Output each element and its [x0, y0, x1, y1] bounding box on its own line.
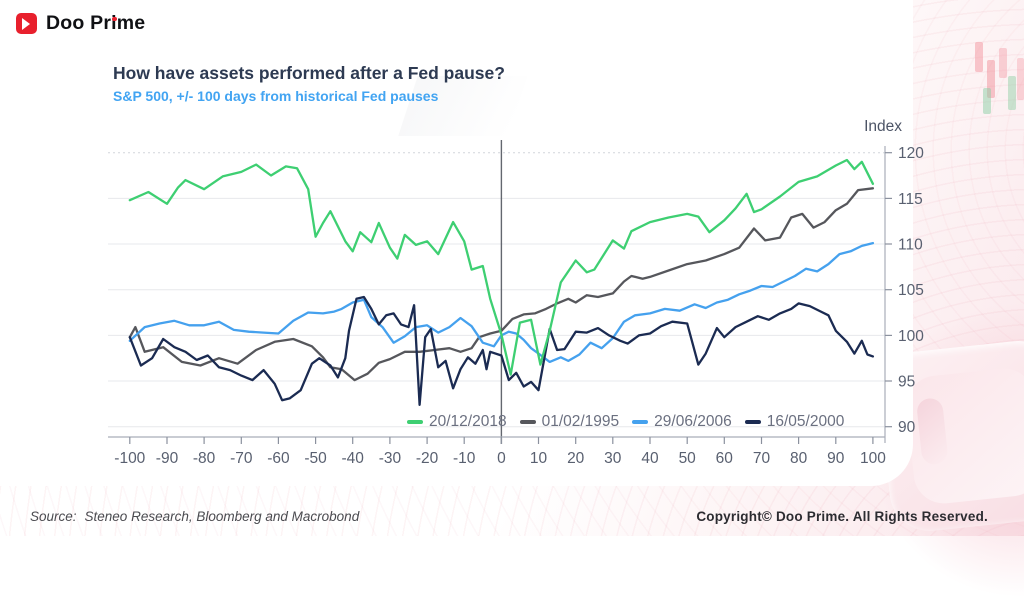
chart-legend: 20/12/2018 01/02/1995 29/06/2006 16/05/2000	[407, 413, 844, 431]
legend-item-16-05-2000: 16/05/2000	[744, 413, 845, 431]
logo-i-dot-decoration	[112, 16, 117, 21]
candlestick-decoration	[983, 88, 991, 114]
x-tick-label: 60	[716, 450, 734, 467]
candlestick-decoration	[987, 60, 995, 98]
series-line-16-05-2000	[128, 295, 875, 406]
chart-subtitle: S&P 500, +/- 100 days from historical Fe…	[113, 88, 439, 104]
x-tick-label: -10	[453, 450, 476, 467]
y-tick-label: 115	[898, 191, 923, 208]
series-line-01-02-1995	[128, 187, 875, 382]
legend-item-01-02-1995: 01/02/1995	[519, 413, 620, 431]
candlestick-decoration	[1017, 58, 1024, 100]
y-tick-label: 105	[898, 282, 924, 299]
x-tick-label: -60	[267, 450, 290, 467]
x-tick-label: 50	[679, 450, 697, 467]
line-chart: -100 -90 -80 -70 -60 -50 -40 -30 -20 -10 0 10 20 30 40…	[108, 140, 924, 467]
legend-label: 01/02/1995	[541, 413, 620, 430]
x-tick-label: -100	[114, 450, 145, 467]
y-tick-label: 120	[898, 145, 924, 162]
x-tick-label: -40	[341, 450, 364, 467]
x-tick-label: 70	[753, 450, 771, 467]
candlestick-decoration	[999, 48, 1007, 78]
legend-label: 16/05/2000	[766, 413, 845, 430]
series-line-29-06-2006	[128, 241, 875, 364]
x-tick-label: 20	[567, 450, 585, 467]
y-axis: 90 95 100 105 110 115 120	[884, 145, 924, 443]
chart-card	[0, 0, 913, 486]
legend-marker-icon	[632, 420, 649, 424]
source-note: Source: Steneo Research, Bloomberg and Ma…	[30, 509, 359, 524]
y-tick-label: 100	[898, 328, 924, 345]
doo-prime-logo-icon	[16, 13, 37, 34]
legend-label: 29/06/2006	[654, 413, 732, 430]
doo-prime-logo: Doo Prime	[16, 12, 145, 35]
source-label: Source:	[30, 509, 77, 524]
legend-item-29-06-2006: 29/06/2006	[632, 413, 732, 431]
x-tick-label: -80	[193, 450, 216, 467]
y-tick-label: 110	[898, 237, 923, 254]
gridlines	[108, 152, 885, 428]
x-tick-label: 100	[860, 450, 886, 467]
candlestick-decoration	[975, 42, 983, 72]
source-text: Steneo Research, Bloomberg and Macrobond	[84, 509, 360, 524]
x-tick-label: 30	[604, 450, 622, 467]
candlestick-decoration	[1008, 76, 1016, 110]
legend-item-20-12-2018: 20/12/2018	[407, 413, 507, 431]
copyright-note: Copyright© Doo Prime. All Rights Reserve…	[696, 509, 988, 524]
x-tick-label: -50	[304, 450, 327, 467]
y-tick-label: 95	[898, 374, 915, 391]
x-tick-label: 90	[827, 450, 845, 467]
x-axis: -100 -90 -80 -70 -60 -50 -40 -30 -20 -10 0 10 20 30 40…	[108, 436, 886, 467]
x-tick-label: 0	[497, 450, 506, 467]
x-tick-label: 40	[641, 450, 659, 467]
x-tick-label: -70	[230, 450, 253, 467]
chart-title: How have assets performed after a Fed pa…	[113, 63, 505, 83]
series-line-20-12-2018	[128, 158, 875, 376]
x-tick-label: 80	[790, 450, 808, 467]
logo-text: Doo Prime	[46, 12, 146, 34]
x-tick-label: -20	[416, 450, 439, 467]
y-axis-title: Index	[864, 118, 902, 135]
arrow-icon	[22, 17, 30, 30]
x-tick-label: -90	[156, 450, 179, 467]
legend-marker-icon	[407, 420, 423, 424]
legend-marker-icon	[519, 420, 536, 424]
x-tick-label: -30	[379, 450, 402, 467]
legend-label: 20/12/2018	[429, 413, 507, 430]
y-tick-label: 90	[898, 419, 916, 436]
legend-marker-icon	[744, 420, 761, 424]
x-tick-label: 10	[530, 450, 548, 467]
